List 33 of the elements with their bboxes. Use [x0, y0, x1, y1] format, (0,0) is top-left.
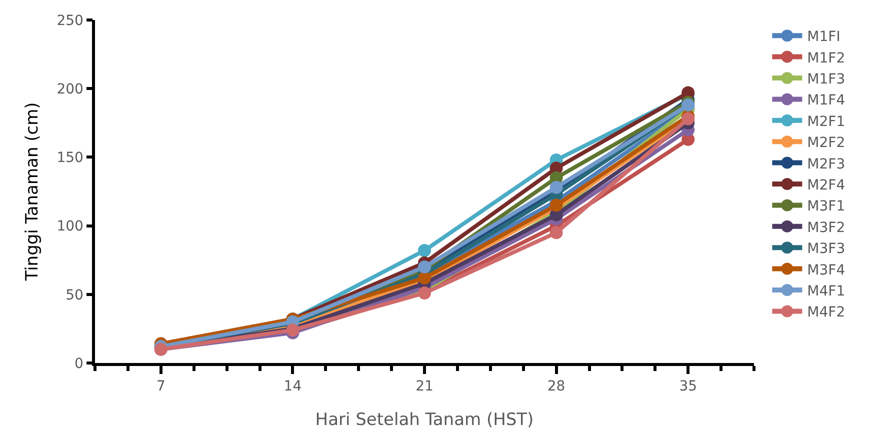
- legend-label: M3F2: [807, 220, 846, 236]
- legend-label: M1F2: [807, 50, 846, 66]
- point: [550, 226, 563, 240]
- legend-label: M1FI: [807, 29, 840, 46]
- y-tick-label: 250: [56, 12, 84, 29]
- y-tick-label: 50: [66, 287, 84, 304]
- legend-label: M1F3: [807, 71, 846, 88]
- x-tick-label: 28: [547, 378, 566, 395]
- x-tick-label: 35: [679, 378, 698, 395]
- x-tick-label: 21: [416, 378, 434, 395]
- point: [550, 198, 563, 212]
- legend-label: M4F1: [807, 283, 846, 300]
- legend-label: M2F4: [807, 177, 846, 194]
- x-tick-label: 14: [284, 378, 302, 395]
- point: [418, 260, 431, 274]
- legend-label: M2F1: [807, 114, 846, 130]
- point: [550, 180, 563, 194]
- legend-label: M1F4: [807, 92, 846, 109]
- y-tick-label: 100: [56, 218, 84, 235]
- legend-label: M4F2: [807, 304, 846, 321]
- y-tick-label: 0: [74, 356, 84, 372]
- y-tick-label: 200: [56, 82, 84, 98]
- point: [418, 244, 431, 257]
- x-tick-label: 7: [156, 378, 166, 395]
- x-axis-title: Hari Setelah Tanam (HST): [315, 410, 534, 430]
- point: [418, 271, 431, 284]
- legend-label: M2F3: [807, 156, 846, 172]
- legend-label: M2F2: [807, 135, 846, 152]
- legend-label: M3F1: [807, 198, 846, 215]
- y-tick-label: 150: [56, 150, 84, 166]
- legend-label: M3F4: [807, 262, 846, 278]
- legend-label: M3F3: [807, 241, 846, 258]
- y-axis-title: Tinggi Tanaman (cm): [22, 102, 42, 282]
